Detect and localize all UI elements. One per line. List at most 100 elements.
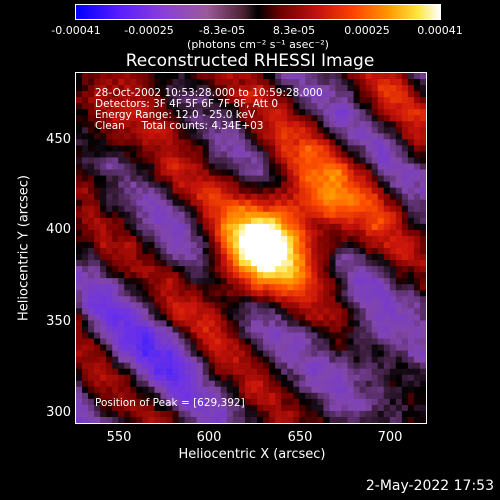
heatmap-cell	[281, 175, 288, 183]
heatmap-cell	[160, 344, 168, 352]
heatmap-cell	[106, 121, 113, 128]
heatmap-cell	[106, 229, 113, 237]
heatmap-cell	[281, 241, 288, 249]
heatmap-cell	[214, 374, 222, 382]
heatmap-cell	[106, 73, 113, 80]
heatmap-cell	[251, 350, 258, 358]
heatmap-cell	[323, 229, 331, 237]
heatmap-cell	[166, 248, 174, 255]
heatmap-cell	[238, 326, 246, 334]
heatmap-cell	[118, 416, 125, 423]
heatmap-cell	[257, 272, 264, 279]
heatmap-cell	[100, 260, 107, 267]
heatmap-cell	[413, 235, 421, 243]
heatmap-cell	[202, 332, 210, 340]
heatmap-cell	[311, 145, 318, 153]
heatmap-cell	[407, 326, 415, 334]
heatmap-cell	[160, 85, 168, 92]
heatmap-cell	[413, 368, 421, 376]
heatmap-cell	[106, 314, 113, 322]
heatmap-cell	[305, 284, 312, 291]
heatmap-cell	[305, 326, 312, 334]
heatmap-cell	[275, 266, 282, 273]
heatmap-cell	[323, 211, 331, 219]
heatmap-cell	[293, 139, 300, 147]
heatmap-cell	[347, 85, 355, 92]
heatmap-cell	[281, 127, 288, 134]
heatmap-cell	[275, 115, 282, 122]
heatmap-cell	[82, 217, 89, 225]
heatmap-cell	[365, 181, 373, 189]
heatmap-cell	[383, 254, 391, 261]
heatmap-cell	[353, 338, 361, 346]
heatmap-cell	[335, 392, 343, 400]
heatmap-cell	[389, 266, 397, 273]
heatmap-cell	[401, 404, 409, 412]
heatmap-cell	[407, 193, 415, 201]
heatmap-cell	[275, 392, 282, 400]
heatmap-cell	[383, 308, 391, 315]
heatmap-cell	[377, 169, 385, 177]
heatmap-cell	[124, 217, 131, 225]
heatmap-cell	[263, 187, 270, 195]
heatmap-cell	[389, 235, 397, 243]
heatmap-cell	[323, 241, 331, 249]
heatmap-cell	[263, 175, 270, 183]
heatmap-cell	[305, 211, 312, 219]
heatmap-cell	[347, 248, 355, 255]
heatmap-cell	[317, 199, 325, 207]
heatmap-cell	[160, 103, 168, 110]
heatmap-cell	[359, 320, 367, 328]
heatmap-cell	[287, 350, 294, 358]
heatmap-cell	[202, 211, 210, 219]
heatmap-cell	[118, 91, 125, 98]
heatmap-cell	[190, 296, 198, 303]
heatmap-cell	[377, 199, 385, 207]
heatmap-cell	[269, 248, 276, 255]
heatmap-cell	[88, 205, 95, 213]
heatmap-cell	[257, 332, 264, 340]
heatmap-cell	[154, 151, 162, 159]
heatmap-cell	[257, 103, 264, 110]
heatmap-cell	[287, 169, 294, 177]
heatmap-cell	[419, 223, 426, 231]
heatmap-cell	[220, 229, 228, 237]
heatmap-cell	[202, 338, 210, 346]
heatmap-cell	[76, 266, 83, 273]
heatmap-cell	[341, 115, 349, 122]
heatmap-cell	[172, 97, 180, 104]
heatmap-cell	[269, 404, 276, 412]
heatmap-cell	[269, 73, 276, 80]
heatmap-cell	[251, 73, 258, 80]
heatmap-cell	[160, 272, 168, 279]
heatmap-cell	[154, 374, 162, 382]
heatmap-cell	[305, 416, 312, 423]
heatmap-cell	[220, 133, 228, 140]
heatmap-cell	[238, 199, 246, 207]
heatmap-cell	[118, 272, 125, 279]
heatmap-cell	[323, 332, 331, 340]
heatmap-cell	[305, 332, 312, 340]
heatmap-cell	[88, 223, 95, 231]
heatmap-cell	[359, 368, 367, 376]
heatmap-cell	[214, 85, 222, 92]
heatmap-cell	[238, 145, 246, 153]
heatmap-cell	[76, 410, 83, 418]
heatmap-cell	[257, 362, 264, 370]
heatmap-cell	[178, 320, 186, 328]
heatmap-cell	[317, 272, 325, 279]
heatmap-cell	[214, 193, 222, 201]
heatmap-cell	[269, 211, 276, 219]
heatmap-cell	[407, 278, 415, 285]
heatmap-cell	[383, 320, 391, 328]
heatmap-cell	[142, 416, 150, 423]
heatmap-cell	[305, 380, 312, 388]
heatmap-cell	[190, 217, 198, 225]
heatmap-cell	[377, 91, 385, 98]
heatmap-cell	[232, 157, 240, 165]
heatmap-cell	[371, 260, 379, 267]
heatmap-cell	[413, 79, 421, 86]
heatmap-cell	[335, 296, 343, 303]
heatmap-cell	[299, 374, 306, 382]
heatmap-cell	[118, 235, 125, 243]
